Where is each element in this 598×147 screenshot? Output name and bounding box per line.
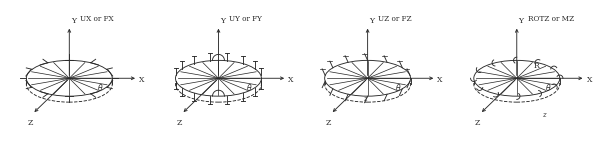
Text: X: X [437, 76, 443, 84]
Text: Z: Z [326, 119, 331, 127]
Ellipse shape [26, 66, 112, 102]
Text: Y: Y [370, 17, 374, 25]
Text: X: X [288, 76, 294, 84]
Text: X: X [139, 76, 145, 84]
Text: Y: Y [518, 17, 524, 25]
Text: $\theta$: $\theta$ [395, 82, 402, 93]
Text: $\theta$: $\theta$ [97, 82, 103, 93]
Ellipse shape [474, 66, 560, 102]
Text: $\theta$: $\theta$ [246, 82, 253, 93]
Ellipse shape [474, 60, 560, 96]
Text: z: z [542, 111, 545, 119]
Text: UY or FY: UY or FY [229, 15, 262, 23]
Text: Z: Z [475, 119, 480, 127]
Ellipse shape [175, 60, 261, 96]
Text: UX or FX: UX or FX [80, 15, 114, 23]
Ellipse shape [325, 66, 411, 102]
Text: X: X [587, 76, 592, 84]
Ellipse shape [175, 66, 261, 102]
Text: z: z [363, 95, 367, 103]
Text: ROTZ or MZ: ROTZ or MZ [527, 15, 573, 23]
Text: R: R [533, 62, 539, 70]
Text: $\theta$: $\theta$ [545, 82, 551, 93]
Text: Y: Y [71, 17, 76, 25]
Text: Y: Y [220, 17, 225, 25]
Text: Z: Z [28, 119, 33, 127]
Text: UZ or FZ: UZ or FZ [379, 15, 412, 23]
Text: Z: Z [176, 119, 182, 127]
Ellipse shape [325, 60, 411, 96]
Ellipse shape [26, 60, 112, 96]
